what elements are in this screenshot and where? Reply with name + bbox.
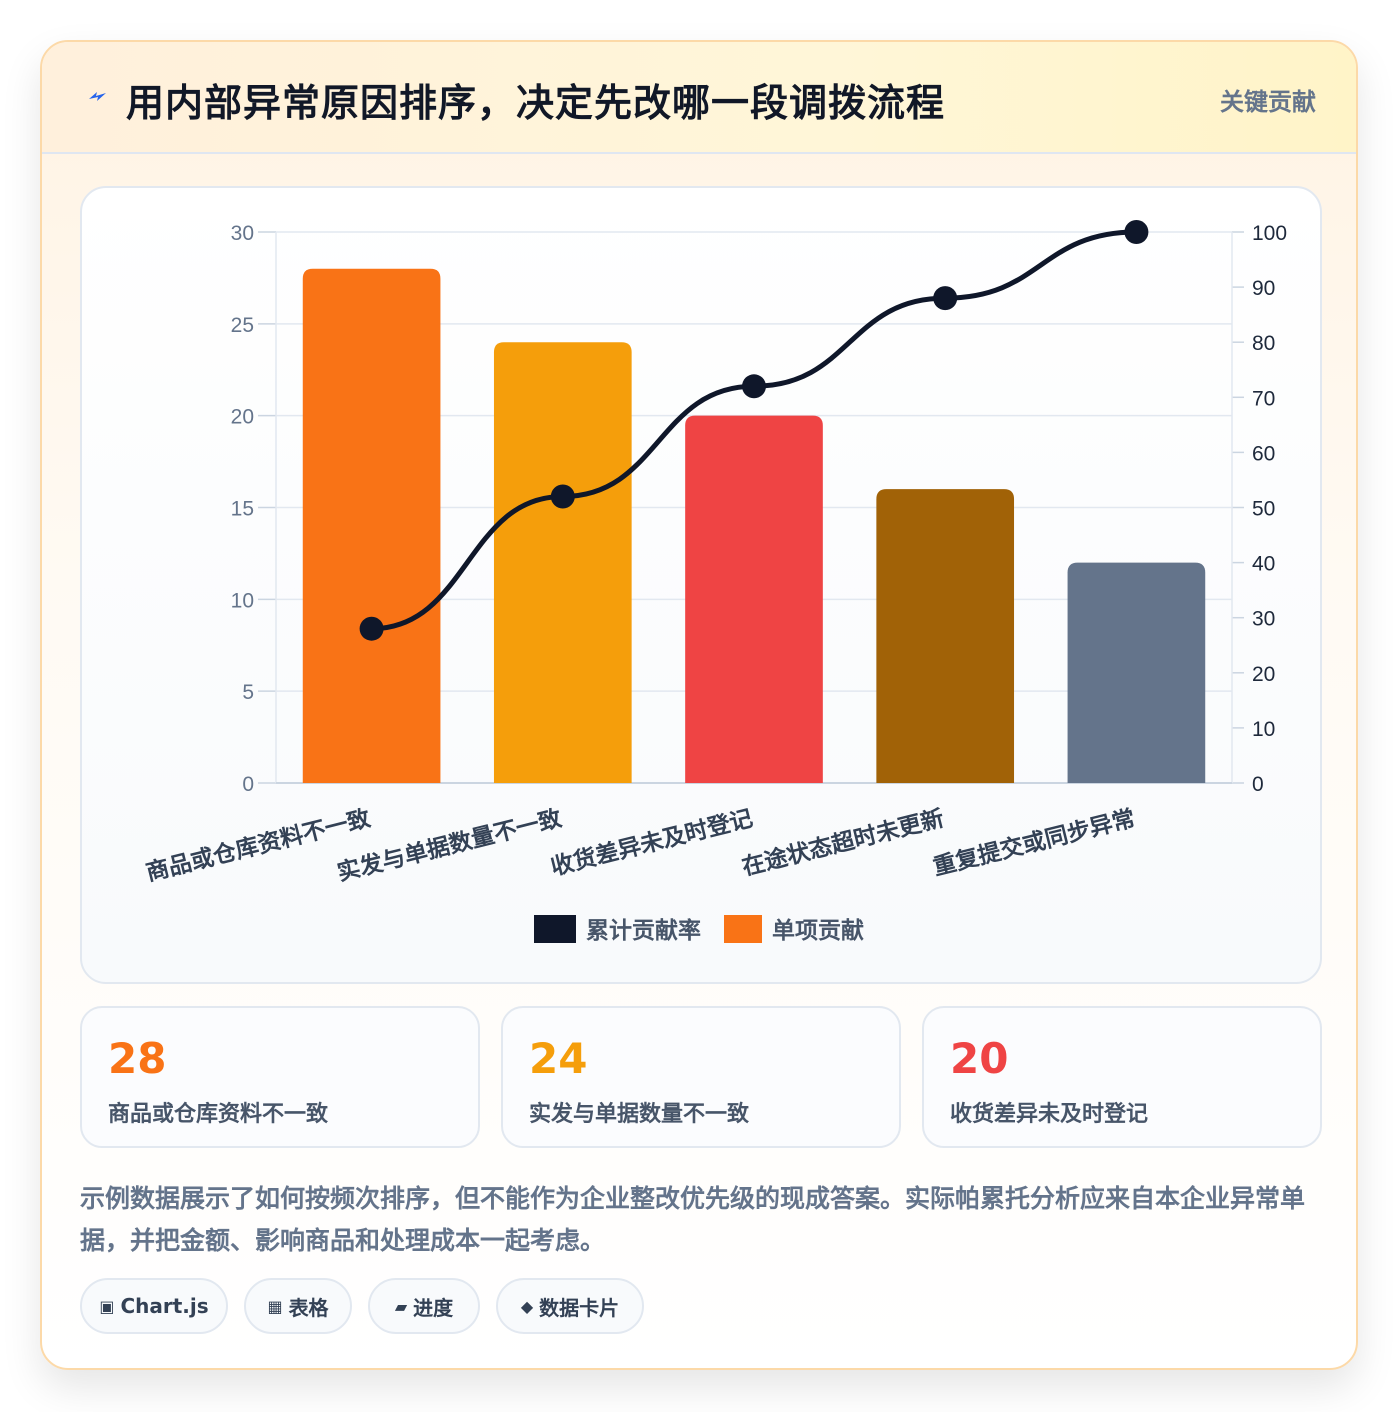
bar (685, 415, 823, 783)
stat-card-2: 24 实发与单据数量不一致 (501, 1006, 901, 1148)
cumulative-point (1124, 220, 1149, 244)
cumulative-point (933, 286, 958, 311)
stat-value: 20 (950, 1034, 1009, 1083)
tag-label: 数据卡片 (539, 1295, 620, 1320)
page-title: 用内部异常原因排序，决定先改哪一段调拨流程 (126, 81, 946, 125)
table-icon: ▦ (267, 1296, 283, 1316)
y-right-tick-label: 30 (1252, 608, 1275, 631)
bar (493, 342, 632, 783)
stat-value: 24 (529, 1034, 588, 1083)
y-right-tick-label: 10 (1252, 718, 1275, 741)
cumulative-point (359, 616, 384, 641)
tag-list: ▣ Chart.js ▦ 表格 ▰ 进度 ◆ 数据卡片 (80, 1278, 880, 1334)
y-left-tick-label: 20 (231, 406, 254, 429)
y-left-tick-label: 15 (231, 498, 254, 521)
x-tick-label: 在途状态超时未更新 (739, 805, 946, 881)
tag-label: Chart.js (120, 1294, 209, 1318)
legend-label-bar: 单项贡献 (772, 918, 864, 944)
bar (302, 268, 441, 783)
bar (1067, 562, 1206, 783)
stat-label: 收货差异未及时登记 (950, 1102, 1149, 1127)
y-right-tick-label: 100 (1252, 222, 1287, 245)
progress-icon: ▰ (394, 1296, 408, 1316)
chart-icon: ▣ (99, 1296, 115, 1316)
lightning-icon (89, 92, 106, 101)
stat-label: 商品或仓库资料不一致 (108, 1102, 329, 1127)
cumulative-point (742, 374, 766, 399)
y-left-tick-label: 0 (242, 773, 254, 796)
y-right-tick-label: 0 (1252, 773, 1264, 796)
tag-table[interactable]: ▦ 表格 (244, 1278, 352, 1334)
disclaimer-note: 示例数据展示了如何按频次排序，但不能作为企业整改优先级的现成答案。实际帕累托分析… (80, 1184, 1306, 1255)
y-right-tick-label: 80 (1252, 332, 1275, 355)
legend-label-cumulative: 累计贡献率 (586, 917, 701, 944)
tag-label: 进度 (413, 1295, 454, 1320)
card-header: 用内部异常原因排序，决定先改哪一段调拨流程 关键贡献 (42, 42, 1356, 154)
stat-card-3: 20 收货差异未及时登记 (922, 1006, 1322, 1148)
main-card: 用内部异常原因排序，决定先改哪一段调拨流程 关键贡献 0 5 10 15 20 25 30 0… (40, 40, 1358, 1370)
x-tick-label: 收货差异未及时登记 (548, 805, 755, 881)
key-contribution-badge: 关键贡献 (1220, 88, 1316, 116)
y-right-tick-label: 60 (1252, 442, 1275, 465)
stat-card-1: 28 商品或仓库资料不一致 (80, 1006, 480, 1148)
stat-value: 28 (108, 1034, 167, 1083)
tag-chartjs[interactable]: ▣ Chart.js (80, 1278, 228, 1334)
cumulative-point (550, 484, 575, 509)
stat-label: 实发与单据数量不一致 (529, 1102, 750, 1127)
data-card-icon: ◆ (520, 1296, 534, 1316)
y-right-tick-label: 40 (1252, 553, 1275, 576)
y-right-tick-label: 70 (1252, 387, 1275, 410)
y-left-tick-label: 25 (231, 314, 254, 337)
bar (876, 489, 1015, 783)
stat-cards: 28 商品或仓库资料不一致 24 实发与单据数量不一致 20 收货差异未及时登记 (80, 1006, 1322, 1148)
y-left-tick-label: 5 (242, 681, 254, 704)
y-right-tick-label: 20 (1252, 663, 1275, 686)
y-right-tick-label: 90 (1252, 277, 1275, 300)
pareto-chart: 0510152025300102030405060708090100商品或仓库资… (143, 220, 1287, 944)
legend-swatch-cumulative (534, 915, 576, 943)
x-tick-label: 重复提交或同步异常 (930, 805, 1137, 881)
tag-progress[interactable]: ▰ 进度 (368, 1278, 480, 1334)
y-right-tick-label: 50 (1252, 498, 1275, 521)
tag-data-card[interactable]: ◆ 数据卡片 (496, 1278, 644, 1334)
chart-panel: 0 5 10 15 20 25 30 0 10 20 30 40 50 60 70 80 90 100 商品或仓库资… (80, 186, 1322, 984)
tag-label: 表格 (288, 1295, 329, 1320)
y-left-tick-label: 30 (231, 222, 254, 245)
y-left-tick-label: 10 (231, 589, 254, 612)
legend-swatch-bar (724, 915, 762, 943)
